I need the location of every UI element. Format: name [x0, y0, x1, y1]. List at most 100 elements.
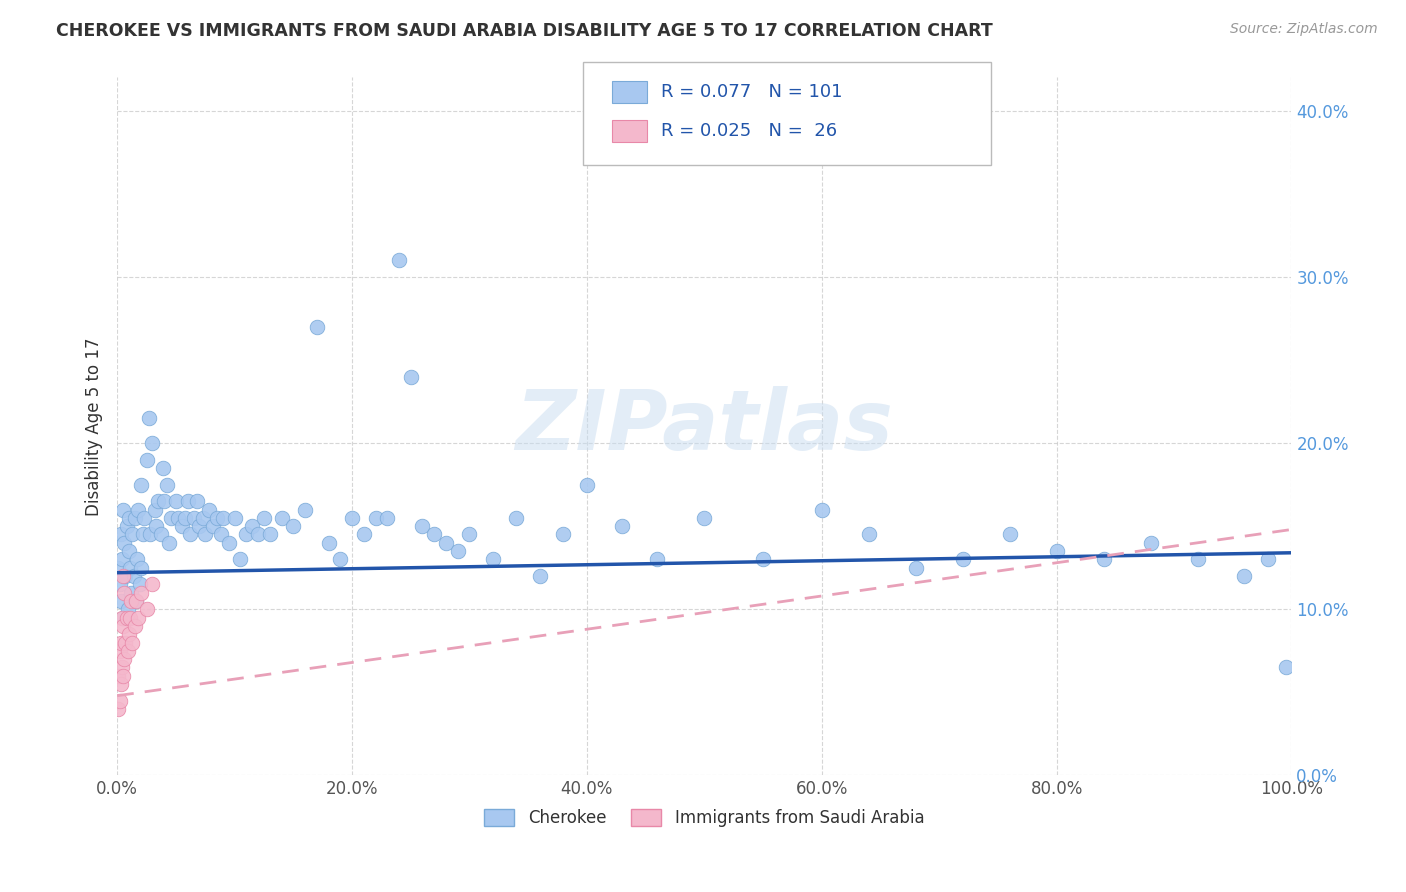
- Point: [112, 669, 135, 683]
- Point: [1045, 544, 1067, 558]
- Point: [165, 494, 187, 508]
- Point: [129, 560, 152, 574]
- Point: [294, 502, 316, 516]
- Point: [174, 511, 197, 525]
- Point: [1233, 569, 1256, 583]
- Point: [138, 411, 160, 425]
- Point: [135, 602, 157, 616]
- Point: [128, 577, 150, 591]
- Point: [553, 527, 575, 541]
- Point: [1187, 552, 1209, 566]
- Point: [998, 527, 1021, 541]
- Point: [224, 511, 246, 525]
- Point: [212, 511, 235, 525]
- Point: [205, 511, 228, 525]
- Point: [1139, 536, 1161, 550]
- Point: [610, 519, 633, 533]
- Point: [111, 610, 134, 624]
- Point: [259, 527, 281, 541]
- Point: [145, 519, 167, 533]
- Y-axis label: Disability Age 5 to 17: Disability Age 5 to 17: [86, 337, 103, 516]
- Point: [364, 511, 387, 525]
- Point: [139, 527, 162, 541]
- Point: [283, 519, 305, 533]
- Point: [110, 594, 132, 608]
- Point: [235, 527, 257, 541]
- Point: [810, 502, 832, 516]
- Point: [505, 511, 527, 525]
- Point: [120, 594, 142, 608]
- Point: [340, 511, 363, 525]
- Point: [141, 577, 163, 591]
- Point: [110, 677, 132, 691]
- Text: Source: ZipAtlas.com: Source: ZipAtlas.com: [1230, 22, 1378, 37]
- Point: [209, 527, 232, 541]
- Point: [129, 585, 152, 599]
- Point: [188, 519, 211, 533]
- Point: [112, 652, 135, 666]
- Point: [134, 511, 156, 525]
- Point: [411, 519, 433, 533]
- Point: [1092, 552, 1115, 566]
- Point: [108, 694, 131, 708]
- Point: [127, 610, 149, 624]
- Point: [529, 569, 551, 583]
- Point: [114, 635, 136, 649]
- Point: [115, 519, 138, 533]
- Point: [218, 536, 240, 550]
- Point: [186, 494, 208, 508]
- Point: [115, 610, 138, 624]
- Point: [112, 610, 135, 624]
- Point: [118, 627, 141, 641]
- Point: [121, 635, 143, 649]
- Point: [148, 494, 170, 508]
- Point: [157, 536, 180, 550]
- Point: [118, 511, 141, 525]
- Point: [693, 511, 716, 525]
- Point: [112, 619, 135, 633]
- Point: [124, 619, 146, 633]
- Point: [141, 436, 163, 450]
- Point: [108, 644, 131, 658]
- Point: [858, 527, 880, 541]
- Point: [110, 635, 132, 649]
- Point: [125, 594, 148, 608]
- Point: [121, 527, 143, 541]
- Point: [112, 585, 135, 599]
- Point: [447, 544, 470, 558]
- Point: [191, 511, 214, 525]
- Point: [124, 511, 146, 525]
- Point: [202, 519, 225, 533]
- Point: [127, 502, 149, 516]
- Point: [120, 585, 142, 599]
- Point: [118, 544, 141, 558]
- Point: [458, 527, 481, 541]
- Point: [110, 527, 132, 541]
- Text: CHEROKEE VS IMMIGRANTS FROM SAUDI ARABIA DISABILITY AGE 5 TO 17 CORRELATION CHAR: CHEROKEE VS IMMIGRANTS FROM SAUDI ARABIA…: [56, 22, 993, 40]
- Point: [125, 594, 148, 608]
- Point: [247, 527, 270, 541]
- Point: [229, 552, 252, 566]
- Point: [129, 477, 152, 491]
- Point: [114, 569, 136, 583]
- Point: [167, 511, 190, 525]
- Point: [423, 527, 446, 541]
- Point: [117, 644, 139, 658]
- Point: [253, 511, 276, 525]
- Point: [170, 519, 193, 533]
- Point: [399, 369, 422, 384]
- Text: R = 0.025   N =  26: R = 0.025 N = 26: [661, 122, 837, 140]
- Point: [127, 552, 149, 566]
- Legend: Cherokee, Immigrants from Saudi Arabia: Cherokee, Immigrants from Saudi Arabia: [478, 802, 931, 833]
- Point: [183, 511, 205, 525]
- Point: [388, 253, 411, 268]
- Point: [117, 602, 139, 616]
- Point: [318, 536, 340, 550]
- Point: [353, 527, 375, 541]
- Point: [112, 536, 135, 550]
- Point: [152, 461, 174, 475]
- Point: [904, 560, 927, 574]
- Point: [143, 502, 166, 516]
- Point: [112, 569, 135, 583]
- Point: [135, 452, 157, 467]
